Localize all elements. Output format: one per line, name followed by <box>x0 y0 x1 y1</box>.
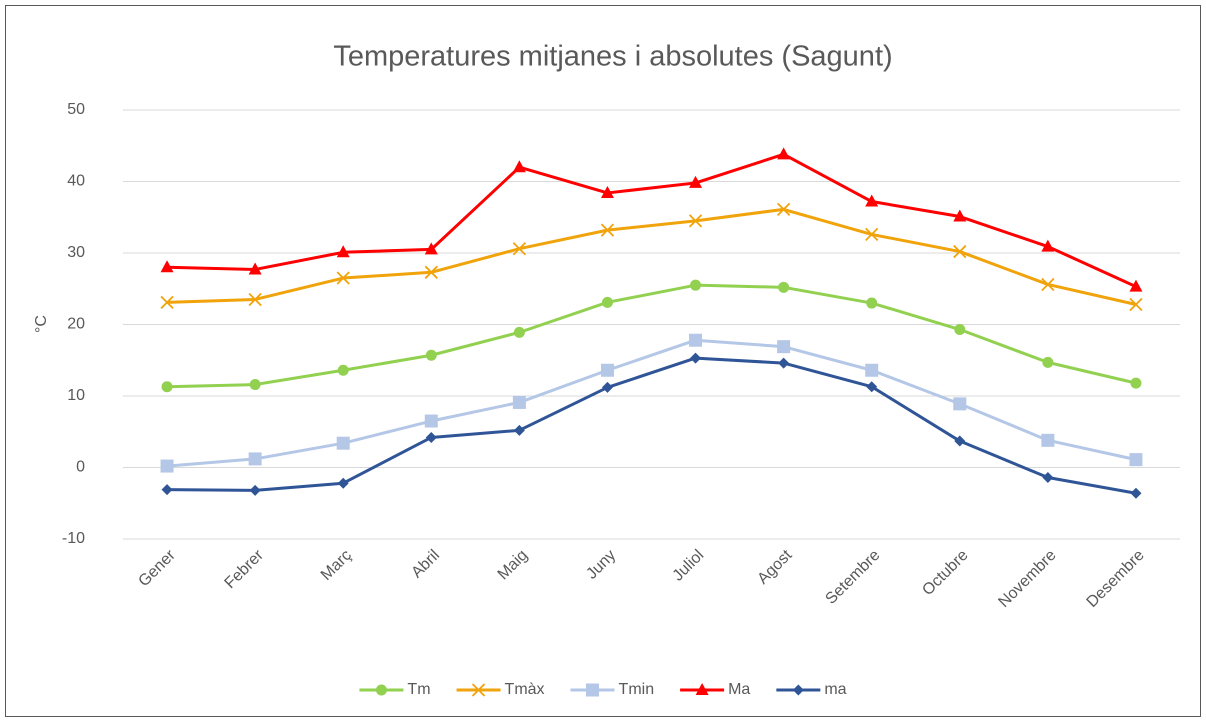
marker <box>953 209 967 222</box>
legend: Tm Tmàx Tmin Ma ma <box>359 681 847 698</box>
y-tick-label: 0 <box>76 459 85 476</box>
marker <box>336 436 350 450</box>
marker <box>954 435 966 447</box>
marker <box>1130 377 1142 389</box>
marker <box>865 363 879 377</box>
y-tick-label: 50 <box>67 101 85 118</box>
marker <box>778 281 790 293</box>
marker <box>954 324 966 336</box>
marker <box>792 684 804 696</box>
legend-label: Tmàx <box>505 681 545 698</box>
marker <box>248 452 262 466</box>
y-tick-label: 40 <box>67 173 85 190</box>
series-line <box>166 338 1137 468</box>
marker <box>953 397 967 411</box>
marker <box>425 431 437 443</box>
marker <box>1129 453 1143 467</box>
marker <box>248 262 262 275</box>
marker <box>160 459 174 473</box>
marker <box>161 381 173 393</box>
legend-label: Tm <box>407 681 430 698</box>
marker <box>1041 277 1055 292</box>
marker <box>866 381 878 393</box>
chart-title: Temperatures mitjanes i absolutes (Sagun… <box>333 41 892 73</box>
marker <box>1041 239 1055 252</box>
marker <box>336 271 350 285</box>
marker <box>160 295 174 309</box>
marker <box>953 244 967 259</box>
marker <box>424 242 438 255</box>
marker <box>586 683 600 697</box>
marker <box>600 185 614 198</box>
marker <box>424 414 438 428</box>
marker <box>777 340 791 354</box>
series-line <box>166 207 1137 306</box>
marker <box>471 683 486 697</box>
series-line <box>167 283 1137 389</box>
marker <box>161 484 173 496</box>
marker <box>695 683 709 695</box>
marker <box>337 364 349 376</box>
marker <box>601 381 613 393</box>
y-axis-label: °C <box>33 315 50 333</box>
marker <box>865 227 879 242</box>
marker <box>513 424 525 436</box>
marker <box>600 363 614 377</box>
marker <box>512 242 527 256</box>
y-tick-label: 30 <box>67 244 85 261</box>
marker <box>776 202 791 217</box>
legend-label: Tmin <box>619 681 655 698</box>
marker <box>689 175 703 188</box>
marker <box>689 333 703 347</box>
marker <box>1129 297 1143 312</box>
series-line <box>167 356 1137 495</box>
marker <box>424 265 438 279</box>
marker <box>778 357 790 369</box>
series-line <box>167 152 1137 288</box>
marker <box>690 279 702 291</box>
marker <box>865 194 879 207</box>
marker <box>1042 356 1054 368</box>
marker <box>249 379 261 391</box>
marker <box>336 245 350 258</box>
marker <box>425 349 437 361</box>
marker <box>512 395 526 409</box>
marker <box>688 214 703 228</box>
y-tick-label: -10 <box>62 530 85 547</box>
marker <box>375 684 387 696</box>
marker <box>513 326 525 338</box>
marker <box>690 352 702 364</box>
marker <box>866 297 878 309</box>
marker <box>512 160 526 173</box>
marker <box>1042 472 1054 484</box>
legend-label: Ma <box>728 681 750 698</box>
marker <box>600 223 615 237</box>
legend-label: ma <box>824 681 846 698</box>
marker <box>248 292 262 307</box>
marker <box>1041 433 1055 447</box>
marker <box>1130 487 1142 499</box>
marker <box>1129 279 1143 292</box>
y-tick-label: 10 <box>67 387 85 404</box>
chart-border <box>5 5 1201 717</box>
marker <box>601 296 613 308</box>
marker <box>777 147 791 160</box>
y-tick-label: 20 <box>67 316 85 333</box>
marker <box>337 477 349 489</box>
marker <box>249 484 261 496</box>
marker <box>160 260 174 273</box>
